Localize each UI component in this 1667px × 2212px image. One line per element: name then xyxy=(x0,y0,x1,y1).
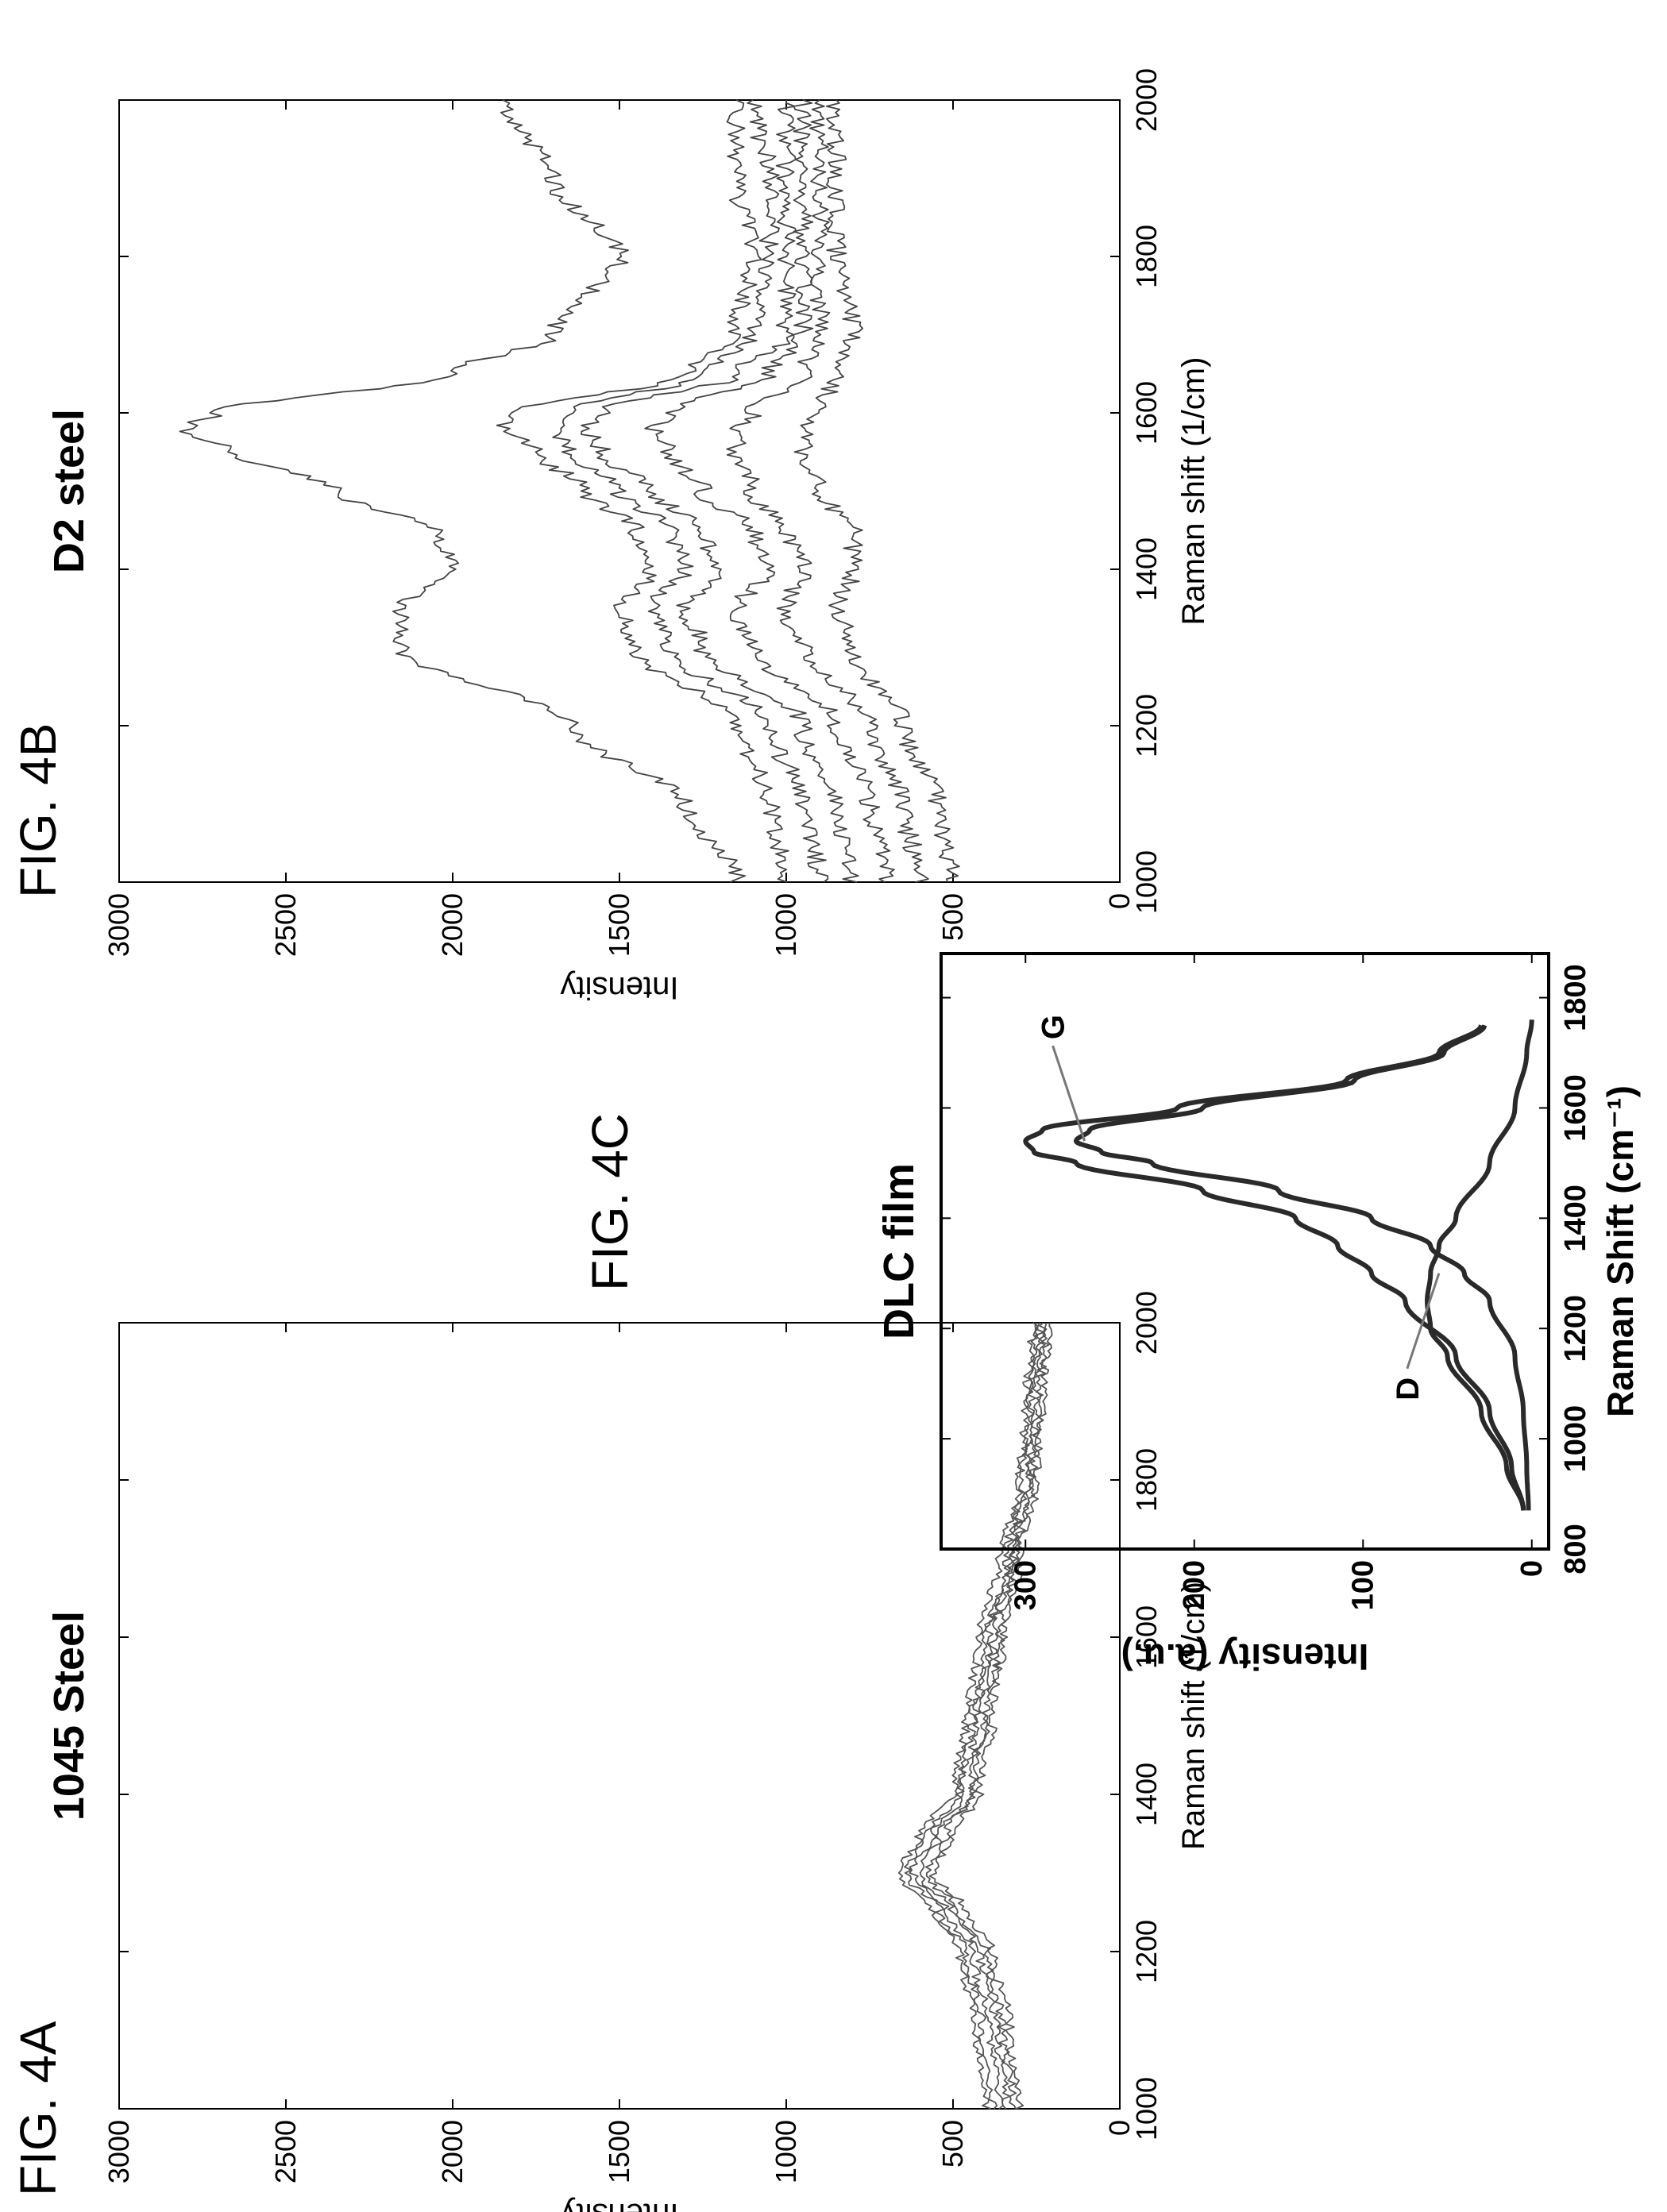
fig4c-annotation-d: D xyxy=(1391,1378,1426,1401)
fig4a-title: 1045 Steel xyxy=(45,1611,93,1821)
fig4b-ytick-label: 500 xyxy=(936,893,969,941)
fig4b-ytick-label: 1000 xyxy=(770,893,802,957)
fig4c-plot-frame xyxy=(940,952,1550,1551)
fig4a-series-2-line xyxy=(904,1322,1039,2110)
fig4b-chart: FIG. 4B D2 steel 1000 1200 1400 1600 1800 2000 0… xyxy=(10,68,1211,1005)
fig4c-annotation-leader xyxy=(1406,1273,1441,1370)
fig4b-xtick-label: 1600 xyxy=(1130,381,1163,445)
fig4a-xtick-label: 1600 xyxy=(1130,1605,1163,1669)
fig4b-series-6-line xyxy=(726,99,929,883)
fig4a-chart: FIG. 4A 1045 Steel 1000 1200 1400 1600 1800 200… xyxy=(10,1291,1211,2212)
fig4c-xtick-label: 1200 xyxy=(1559,1295,1592,1362)
fig4c-ytick-label: 0 xyxy=(1515,1560,1549,1577)
fig4b-ytick-label: 1500 xyxy=(603,893,635,957)
fig4a-series-6-line xyxy=(928,1322,1053,2110)
fig4c-ytick-label: 200 xyxy=(1178,1560,1211,1610)
fig4b-xtick-label: 1200 xyxy=(1130,694,1163,757)
fig4b-series-7-line xyxy=(793,99,960,883)
fig4c-ytick-label: 100 xyxy=(1346,1560,1380,1610)
fig4b-xtick-label: 1400 xyxy=(1130,538,1163,601)
fig4a-xtick-label: 1000 xyxy=(1130,2077,1163,2141)
fig4c-ytick-label: 300 xyxy=(1009,1560,1042,1610)
fig4b-ytick-label: 2500 xyxy=(269,893,302,957)
fig4b-xtick-label: 1000 xyxy=(1130,850,1163,914)
fig4c-chart: FIG. 4C DLC film 800 1000 1200 1400 1600 1800 0 1… xyxy=(581,952,1641,1678)
fig4c-xtick-label: 1600 xyxy=(1559,1074,1592,1142)
fig4c-series-3-line xyxy=(1425,1019,1534,1511)
fig4c-annotation-leader xyxy=(1052,1045,1086,1142)
fig4b-ytick-label: 2000 xyxy=(436,893,469,957)
fig4b-xtick-label: 2000 xyxy=(1130,68,1163,132)
fig4b-series-1-line xyxy=(179,99,747,883)
fig4c-series-2-line xyxy=(1074,1024,1531,1511)
fig4a-xtick-label: 1200 xyxy=(1130,1920,1163,1983)
fig4a-ytick-label: 500 xyxy=(936,2120,969,2168)
fig4a-ytick-label: 2000 xyxy=(436,2120,469,2183)
fig4b-series-2-line xyxy=(496,99,789,883)
fig4a-y-axis-label: Intensity xyxy=(561,2197,679,2212)
fig4a-series-4-line xyxy=(919,1322,1048,2110)
fig4a-ytick-label: 1000 xyxy=(770,2120,802,2183)
fig4a-figure-label: FIG. 4A xyxy=(10,2021,67,2196)
fig4c-annotation-g: G xyxy=(1036,1015,1071,1039)
fig4b-figure-label: FIG. 4B xyxy=(10,723,67,899)
fig4a-xtick-label: 2000 xyxy=(1130,1291,1163,1355)
fig4a-ytick-label: 1500 xyxy=(603,2120,635,2183)
fig4c-xtick-label: 1800 xyxy=(1559,964,1592,1031)
fig4a-ytick-label: 2500 xyxy=(269,2120,302,2183)
fig4c-series-1-line xyxy=(1023,1024,1526,1511)
fig4a-series-3-line xyxy=(909,1322,1045,2110)
fig4c-figure-label: FIG. 4C xyxy=(581,1113,639,1291)
fig4a-ytick-label: 0 xyxy=(1103,2120,1136,2136)
fig4c-xtick-label: 1000 xyxy=(1559,1405,1592,1473)
fig4c-xtick-label: 800 xyxy=(1559,1524,1592,1574)
fig4b-x-axis-label: Raman shift (1/cm) xyxy=(1176,357,1211,626)
fig4b-series-3-line xyxy=(552,99,829,883)
fig4c-y-axis-label: Intensity (a.u.) xyxy=(1121,1636,1369,1678)
fig4a-xtick-label: 1400 xyxy=(1130,1763,1163,1826)
fig4c-title: DLC film xyxy=(875,1163,923,1339)
fig4c-xtick-label: 1400 xyxy=(1559,1185,1592,1252)
fig4a-series-5-line xyxy=(925,1322,1050,2110)
fig4a-xtick-label: 1800 xyxy=(1130,1448,1163,1512)
fig4b-xtick-label: 1800 xyxy=(1130,225,1163,288)
fig4b-series-4-line xyxy=(581,99,859,883)
fig4a-x-axis-label: Raman shift (1/cm) xyxy=(1176,1582,1211,1850)
fig4b-title: D2 steel xyxy=(45,409,93,573)
fig4a-ytick-label: 3000 xyxy=(102,2120,135,2183)
fig4b-ytick-label: 0 xyxy=(1103,893,1136,909)
fig4b-y-axis-label: Intensity xyxy=(561,970,679,1005)
fig4b-series-5-line xyxy=(644,99,895,883)
fig4c-x-axis-label: Raman Shift (cm⁻¹) xyxy=(1599,1085,1641,1417)
fig4b-ytick-label: 3000 xyxy=(102,893,135,957)
